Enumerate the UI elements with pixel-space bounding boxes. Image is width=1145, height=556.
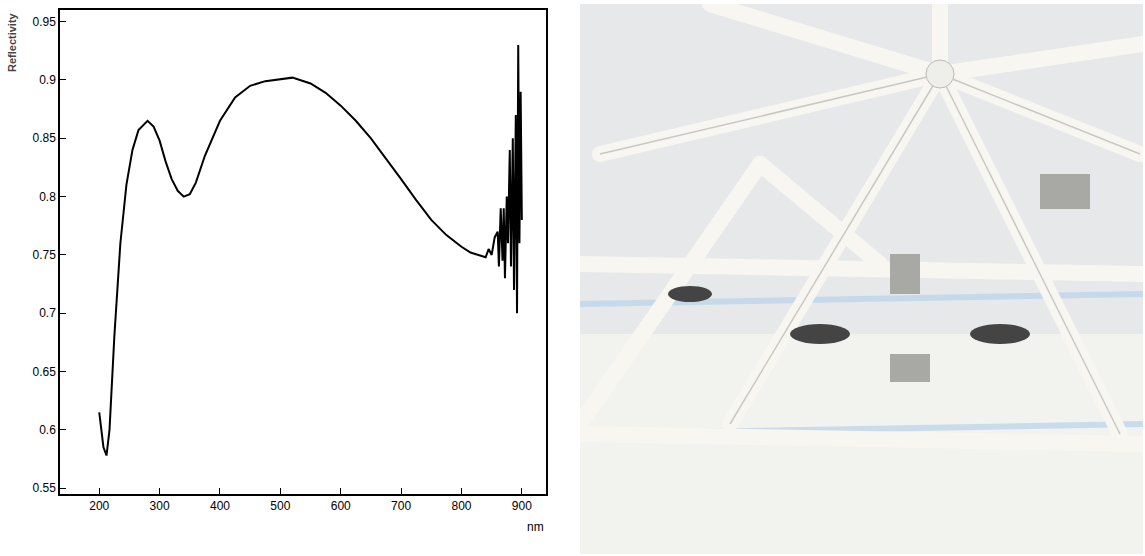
svg-text:0.6: 0.6 — [39, 423, 56, 437]
svg-text:400: 400 — [210, 499, 230, 513]
svg-text:Reflectivity: Reflectivity — [6, 12, 18, 72]
svg-text:0.7: 0.7 — [39, 306, 56, 320]
svg-text:0.65: 0.65 — [32, 365, 56, 379]
svg-text:0.9: 0.9 — [39, 73, 56, 87]
svg-text:0.8: 0.8 — [39, 190, 56, 204]
svg-text:0.85: 0.85 — [32, 131, 56, 145]
svg-text:600: 600 — [331, 499, 351, 513]
svg-text:300: 300 — [150, 499, 170, 513]
svg-text:200: 200 — [89, 499, 109, 513]
svg-text:0.55: 0.55 — [32, 481, 56, 495]
svg-text:900: 900 — [512, 499, 532, 513]
svg-text:800: 800 — [451, 499, 471, 513]
svg-text:700: 700 — [391, 499, 411, 513]
svg-text:0.95: 0.95 — [32, 15, 56, 29]
svg-text:0.75: 0.75 — [32, 248, 56, 262]
svg-text:nm: nm — [527, 520, 544, 534]
svg-text:500: 500 — [270, 499, 290, 513]
